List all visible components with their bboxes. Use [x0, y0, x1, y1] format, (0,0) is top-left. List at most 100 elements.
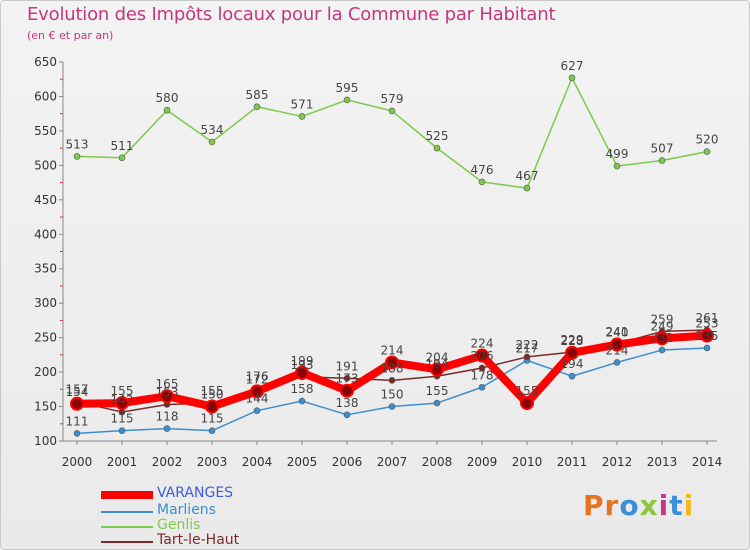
data-label-varanges: 155 [516, 384, 539, 398]
legend-swatch [101, 526, 153, 528]
data-label-marliens: 158 [291, 382, 314, 396]
x-tick-label: 2013 [647, 455, 678, 469]
y-tick-label: 250 [34, 331, 57, 345]
data-label-tart-le-haut: 157 [66, 383, 89, 397]
proxiti-logo: Proxiti [583, 489, 694, 522]
logo-letter: i [683, 489, 695, 522]
data-label-tart-le-haut: 188 [381, 361, 404, 375]
x-tick-label: 2008 [422, 455, 453, 469]
data-label-genlis: 499 [606, 147, 629, 161]
logo-letter: x [639, 489, 659, 522]
data-label-marliens: 144 [246, 392, 269, 406]
data-label-tart-le-haut: 261 [696, 311, 719, 325]
logo-letter: P [583, 489, 605, 522]
data-point-varanges [520, 396, 534, 411]
data-point-genlis [118, 154, 126, 162]
chart-subtitle: (en € et par an) [27, 29, 114, 42]
y-tick-label: 200 [34, 365, 57, 379]
data-point-varanges [205, 399, 219, 414]
data-label-marliens: 118 [156, 410, 179, 424]
y-tick-label: 100 [34, 434, 57, 448]
data-point-genlis [73, 153, 81, 160]
logo-letter: o [619, 489, 640, 522]
x-tick-label: 2006 [332, 455, 363, 469]
data-point-genlis [208, 138, 216, 146]
data-label-genlis: 579 [381, 92, 404, 106]
logo-letter: r [604, 489, 620, 522]
data-label-varanges: 214 [381, 343, 404, 357]
data-point-marliens [208, 427, 216, 434]
data-label-varanges: 150 [201, 388, 224, 402]
data-point-varanges [250, 384, 264, 399]
data-point-genlis [388, 107, 396, 115]
data-label-tart-le-haut: 191 [336, 359, 359, 373]
x-tick-label: 2001 [107, 455, 138, 469]
data-label-varanges: 249 [651, 319, 674, 333]
data-point-tart-le-haut [388, 377, 396, 384]
data-label-tart-le-haut: 259 [651, 312, 674, 326]
data-label-tart-le-haut: 206 [471, 349, 494, 363]
logo-letter: i [658, 489, 670, 522]
data-label-marliens: 115 [201, 412, 224, 426]
data-label-tart-le-haut: 241 [606, 325, 629, 339]
data-point-varanges [160, 389, 174, 404]
x-tick-label: 2012 [602, 455, 633, 469]
legend-swatch [101, 541, 153, 543]
data-point-varanges [340, 383, 354, 398]
x-tick-label: 2007 [377, 455, 408, 469]
data-label-varanges: 240 [606, 326, 629, 340]
data-point-tart-le-haut [343, 374, 351, 382]
data-point-genlis [253, 103, 261, 111]
x-tick-label: 2003 [197, 455, 228, 469]
data-label-varanges: 228 [561, 334, 584, 348]
data-label-genlis: 513 [66, 137, 89, 151]
y-tick-label: 300 [34, 296, 57, 310]
data-point-tart-le-haut [478, 364, 486, 372]
data-label-marliens: 214 [606, 343, 629, 357]
chart-title: Evolution des Impôts locaux pour la Comm… [27, 4, 556, 25]
data-point-genlis [163, 106, 171, 114]
data-label-marliens: 115 [111, 412, 134, 426]
data-label-tart-le-haut: 194 [426, 357, 449, 371]
data-point-genlis [658, 157, 666, 164]
data-point-marliens [343, 411, 351, 419]
legend-label: Genlis [157, 517, 201, 533]
data-label-tart-le-haut: 176 [246, 370, 269, 384]
x-tick-label: 2014 [692, 455, 723, 469]
data-label-tart-le-haut: 142 [111, 393, 134, 407]
data-point-varanges [565, 345, 579, 360]
y-tick-label: 600 [34, 89, 57, 103]
data-label-varanges: 172 [246, 372, 269, 386]
x-tick-label: 2011 [557, 455, 588, 469]
data-label-marliens: 217 [516, 341, 539, 355]
data-label-genlis: 520 [696, 133, 719, 147]
y-tick-label: 150 [34, 400, 57, 414]
legend-label: Tart-le-Haut [157, 532, 240, 548]
y-tick-label: 350 [34, 262, 57, 276]
data-label-genlis: 511 [111, 139, 134, 153]
x-tick-label: 2004 [242, 455, 273, 469]
data-label-genlis: 534 [201, 123, 224, 137]
data-label-genlis: 467 [516, 169, 539, 183]
legend-label: Marliens [157, 502, 216, 518]
data-label-genlis: 585 [246, 88, 269, 102]
data-point-marliens [118, 427, 126, 434]
x-tick-label: 2002 [152, 455, 183, 469]
data-label-marliens: 178 [471, 368, 494, 382]
data-label-marliens: 150 [381, 388, 404, 402]
data-label-varanges: 199 [291, 354, 314, 368]
data-point-varanges [655, 331, 669, 346]
x-tick-label: 2010 [512, 455, 543, 469]
y-tick-label: 550 [34, 124, 57, 138]
data-point-genlis [298, 113, 306, 120]
data-label-marliens: 194 [561, 357, 584, 371]
legend-swatch [101, 491, 153, 499]
data-label-genlis: 525 [426, 129, 449, 143]
data-label-genlis: 627 [561, 59, 584, 73]
data-label-tart-le-haut: 229 [561, 333, 584, 347]
data-label-varanges: 155 [111, 384, 134, 398]
data-point-genlis [703, 148, 711, 155]
y-tick-label: 500 [34, 158, 57, 172]
data-point-marliens [298, 397, 306, 405]
